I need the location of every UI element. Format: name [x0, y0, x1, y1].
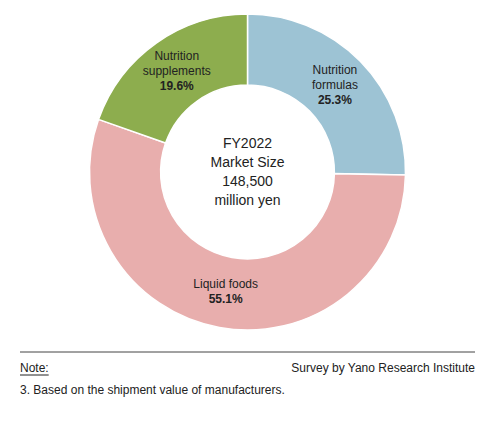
center-text-line: million yen [214, 191, 280, 207]
slice-category: Nutrition [313, 63, 358, 77]
slice-value: 55.1% [209, 292, 243, 306]
donut-slice [89, 119, 405, 330]
note-underline [20, 375, 49, 376]
donut-slice [248, 14, 406, 175]
slice-category: Liquid foods [193, 277, 258, 291]
chart-root: Nutritionformulas25.3%Liquid foods55.1%N… [0, 0, 495, 434]
note-source: Survey by Yano Research Institute [291, 361, 475, 375]
wedges [89, 14, 405, 330]
slice-label: Liquid foods55.1% [193, 277, 258, 306]
center-text: FY2022 Market Size 148,500 million yen [211, 134, 285, 207]
slice-label: Nutritionsupplements19.6% [143, 49, 211, 93]
slice-value: 25.3% [318, 93, 352, 107]
slice-category: Nutrition [154, 49, 199, 63]
donut-slice [99, 14, 248, 143]
note-heading: Note: [20, 361, 49, 375]
note-line: 3. Based on the shipment value of manufa… [20, 383, 285, 397]
center-text-line: 148,500 [222, 172, 273, 188]
center-text-line: FY2022 [223, 134, 272, 150]
slice-category: formulas [312, 78, 358, 92]
data-labels: Nutritionformulas25.3%Liquid foods55.1%N… [143, 49, 358, 306]
slice-label: Nutritionformulas25.3% [312, 63, 358, 107]
slice-category: supplements [143, 64, 211, 78]
center-text-line: Market Size [211, 153, 285, 169]
slice-value: 19.6% [160, 79, 194, 93]
separator [20, 352, 475, 353]
